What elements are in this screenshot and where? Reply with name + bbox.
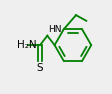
Text: S: S xyxy=(37,63,43,73)
Text: HN: HN xyxy=(48,25,62,34)
Text: H₂N: H₂N xyxy=(17,40,37,50)
